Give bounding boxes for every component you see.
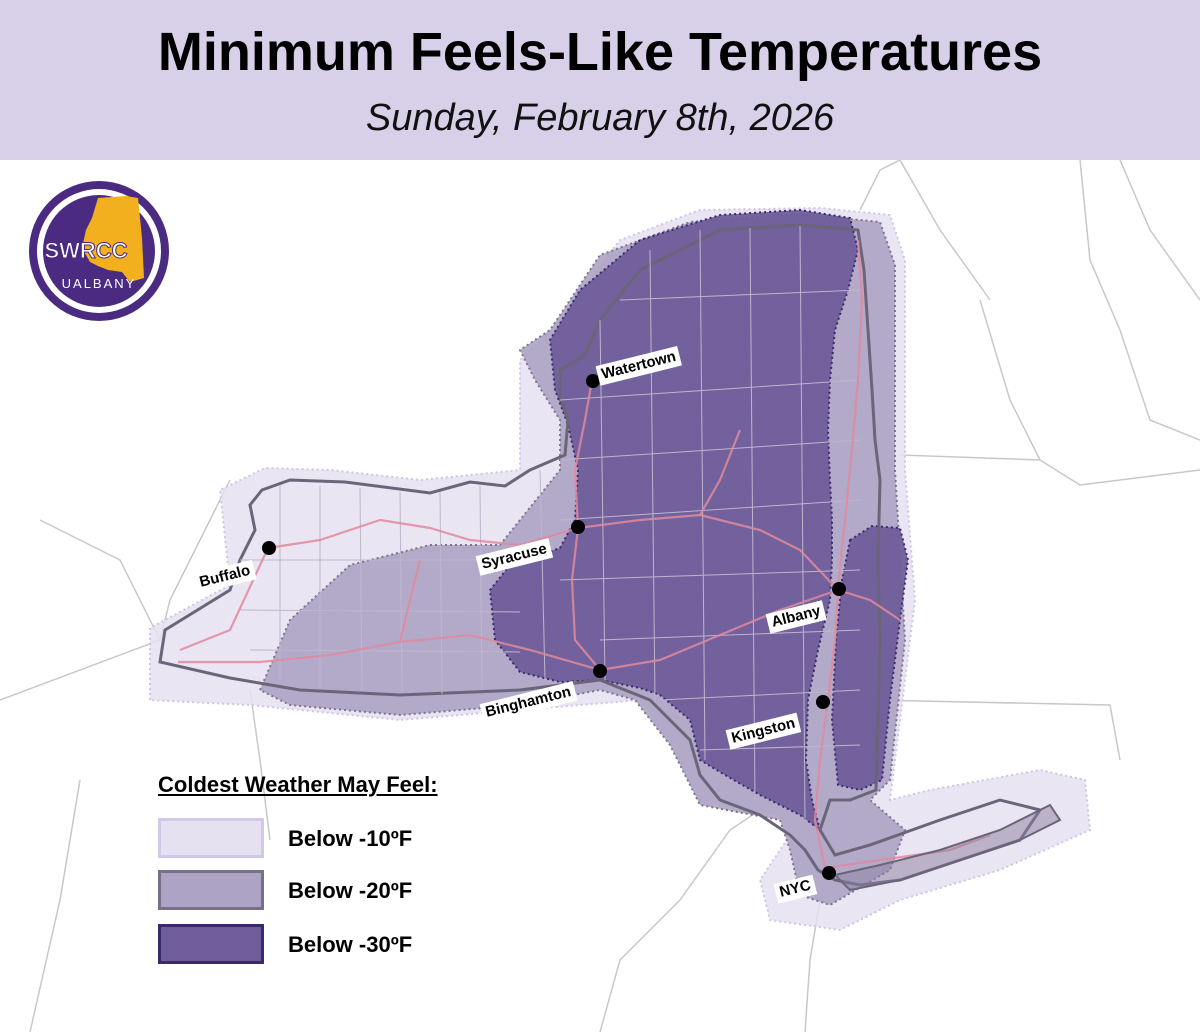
city-dot-watertown: [586, 374, 600, 388]
legend-title: Coldest Weather May Feel:: [158, 772, 438, 797]
city-dot-kingston: [816, 695, 830, 709]
legend-label-below-10: Below -10ºF: [288, 826, 413, 851]
city-dot-nyc: [822, 866, 836, 880]
city-dot-syracuse: [571, 520, 585, 534]
city-dot-buffalo: [262, 541, 276, 555]
map-title: Minimum Feels-Like Temperatures: [157, 22, 1043, 82]
legend-swatch-below-10: [158, 818, 264, 858]
map-subtitle: Sunday, February 8th, 2026: [365, 97, 835, 139]
legend-label-below-20: Below -20ºF: [288, 878, 413, 903]
ny-outline: [158, 223, 1043, 887]
legend-label-below-30: Below -30ºF: [288, 932, 413, 957]
legend-swatch-below-30: [158, 924, 264, 964]
state-borders: [0, 160, 1200, 1032]
zone-below-30-main: [488, 208, 860, 833]
legend-swatch-below-20: [158, 870, 264, 910]
highways: [178, 239, 991, 870]
logo-subtext: UALBANY: [62, 276, 137, 291]
long-island: [833, 803, 1062, 892]
city-dot-albany: [832, 582, 846, 596]
logo-text: SWRCC: [44, 238, 127, 263]
header-banner: Minimum Feels-Like Temperatures Sunday, …: [0, 0, 1200, 160]
city-dot-binghamton: [593, 664, 607, 678]
swrcc-logo: SWRCC UALBANY: [29, 181, 169, 321]
